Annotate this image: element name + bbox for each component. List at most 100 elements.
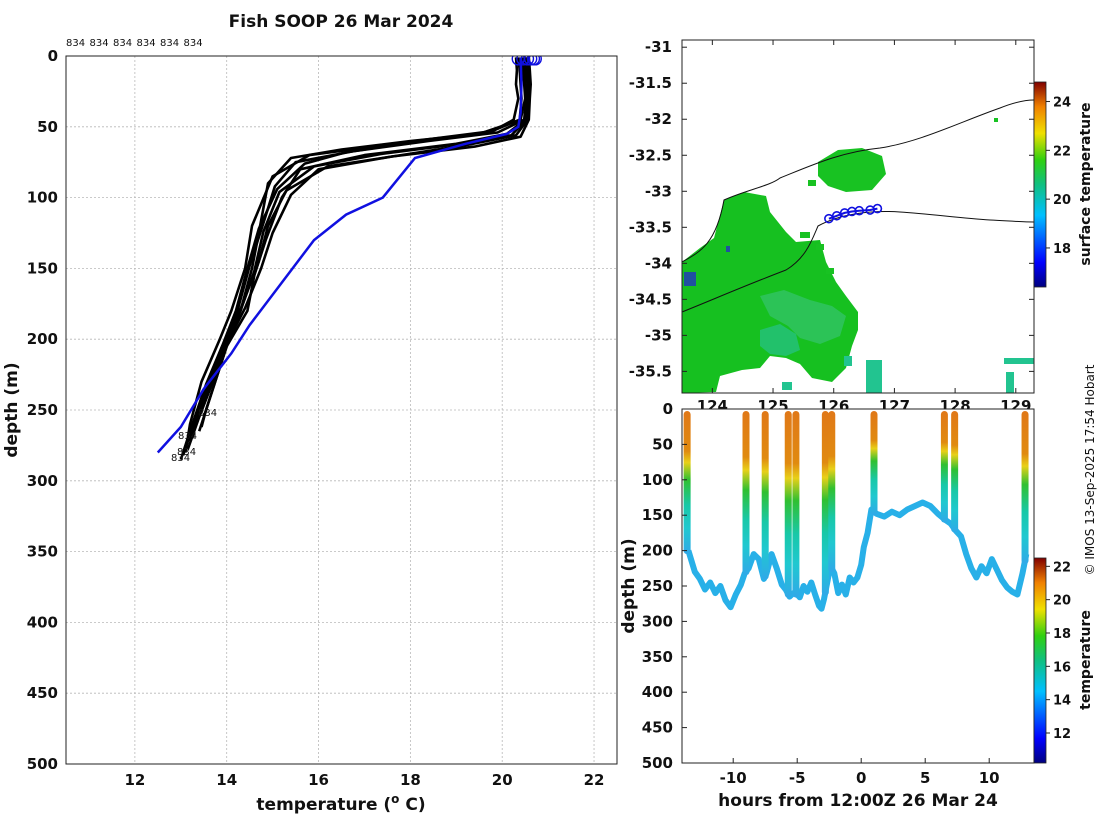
y-tick-label: -32.5 xyxy=(629,146,672,164)
ship-track xyxy=(824,203,883,224)
colorbar-tick-label: 22 xyxy=(1053,144,1071,159)
y-tick-label: 250 xyxy=(642,577,673,595)
end-label: 834 xyxy=(178,431,197,442)
y-tick-label: 500 xyxy=(642,754,673,772)
y-tick-label: 150 xyxy=(27,259,58,277)
cast-bar xyxy=(951,411,959,533)
y-tick-label: -33.5 xyxy=(629,218,672,236)
surface-marker xyxy=(528,56,542,66)
y-tick-label: 400 xyxy=(27,613,58,631)
x-tick-label: -10 xyxy=(720,769,747,787)
x-axis-ticks: -10 -5 0 5 10 xyxy=(720,758,1000,787)
mean-profile-line xyxy=(156,57,523,454)
profile-id-label: 834 xyxy=(113,38,132,49)
ship-track-point xyxy=(854,205,865,216)
y-tick-label: -31.5 xyxy=(629,74,672,92)
profile-id-label: 834 xyxy=(66,38,85,49)
colorbar-tick-label: 16 xyxy=(1053,660,1071,675)
surface-markers xyxy=(511,56,542,66)
cast-bar xyxy=(792,411,800,598)
profile-id-label: 834 xyxy=(90,38,109,49)
y-tick-label: -34 xyxy=(645,254,672,272)
end-label: 834 xyxy=(198,408,217,419)
x-tick-label: 18 xyxy=(400,771,421,789)
ship-track-line xyxy=(828,207,878,220)
colorbar-label: surface temperature xyxy=(1078,102,1094,265)
profile-line xyxy=(186,57,532,451)
surface-temperature-map: -31 -31.5 -32 -32.5 -33 -33.5 -34 -34.5 -35 -35.5… xyxy=(629,38,1094,415)
colorbar-ticks: 12 14 16 18 20 22 xyxy=(1046,560,1071,742)
y-tick-label: 50 xyxy=(652,435,673,453)
cast-bar xyxy=(828,411,836,573)
y-tick-label: 0 xyxy=(48,47,58,65)
x-tick-label: 5 xyxy=(920,769,930,787)
y-tick-label: -35 xyxy=(645,326,672,344)
colorbar-tick-label: 22 xyxy=(1053,560,1071,575)
profile-id-labels: 834 834 834 834 834 834 xyxy=(66,38,203,49)
y-axis-ticks: -31 -31.5 -32 -32.5 -33 -33.5 -34 -34.5 -35 -35.5 xyxy=(629,38,1034,380)
y-tick-label: 300 xyxy=(642,612,673,630)
y-tick-label: 0 xyxy=(663,400,673,418)
cast-bar xyxy=(761,411,769,580)
y-axis-ticks: 0 50 100 150 200 250 300 350 400 450 500 xyxy=(27,47,58,773)
y-tick-label: 350 xyxy=(642,648,673,666)
cast-bar xyxy=(821,411,829,596)
temperature-depth-profile-chart: Fish SOOP 26 Mar 2024 0 50 100 150 200 250 300… xyxy=(2,12,618,815)
temperature-section-chart: 0 50 100 150 200 250 300 350 400 450 500 -10 -5 0 5 10… xyxy=(619,400,1094,811)
y-tick-label: 50 xyxy=(37,118,58,136)
y-tick-label: 200 xyxy=(27,330,58,348)
profile-line xyxy=(179,57,523,461)
end-label: 834 xyxy=(177,447,196,458)
colorbar-ticks: 18 20 22 24 xyxy=(1046,96,1071,257)
y-tick-label: 150 xyxy=(642,506,673,524)
y-tick-label: 100 xyxy=(642,471,673,489)
x-tick-label: 14 xyxy=(216,771,237,789)
y-tick-label: 250 xyxy=(27,401,58,419)
colorbar-tick-label: 12 xyxy=(1053,727,1071,742)
y-axis-ticks: 0 50 100 150 200 250 300 350 400 450 500 xyxy=(642,400,687,772)
coastline xyxy=(682,99,1034,263)
profile-line xyxy=(188,57,531,442)
colorbar xyxy=(1033,557,1047,764)
x-tick-label: 16 xyxy=(308,771,329,789)
y-tick-label: -31 xyxy=(645,38,672,56)
profile-line xyxy=(191,57,527,439)
y-tick-label: -34.5 xyxy=(629,290,672,308)
profile-line xyxy=(181,57,528,456)
colorbar-tick-label: 20 xyxy=(1053,594,1071,609)
profile-id-label: 834 xyxy=(160,38,179,49)
colorbar-tick-label: 14 xyxy=(1053,694,1071,709)
map-area xyxy=(682,40,1034,393)
x-tick-label: 22 xyxy=(584,771,605,789)
colorbar xyxy=(1033,81,1047,288)
section-casts xyxy=(683,411,1029,598)
profile-line xyxy=(200,57,533,428)
x-axis-label: temperature (o C) xyxy=(256,792,425,815)
x-tick-label: 10 xyxy=(979,769,1000,787)
profile-end-labels: 834 834 834 834 xyxy=(171,408,217,464)
colorbar-tick-label: 18 xyxy=(1053,627,1071,642)
cast-bar xyxy=(1021,411,1029,565)
profile-lines xyxy=(179,57,533,461)
y-tick-label: 100 xyxy=(27,189,58,207)
cast-bar xyxy=(742,411,750,576)
colorbar-tick-label: 24 xyxy=(1053,96,1071,111)
cast-bar xyxy=(683,411,691,555)
chart-title: Fish SOOP 26 Mar 2024 xyxy=(229,12,454,32)
ship-track-point xyxy=(831,210,842,221)
y-axis-label: depth (m) xyxy=(619,538,639,633)
x-axis-label: hours from 12:00Z 26 Mar 24 xyxy=(718,791,998,811)
y-tick-label: -35.5 xyxy=(629,362,672,380)
y-tick-label: 300 xyxy=(27,472,58,490)
ship-track-point xyxy=(872,203,883,214)
cast-bar xyxy=(870,411,878,516)
profile-id-label: 834 xyxy=(184,38,203,49)
sst-field xyxy=(682,118,1034,393)
credit-text: © IMOS 13-Sep-2025 17:54 Hobart xyxy=(1083,364,1097,575)
profile-line xyxy=(184,57,520,453)
surface-marker xyxy=(520,56,535,66)
y-axis-label: depth (m) xyxy=(2,362,22,457)
y-tick-label: 450 xyxy=(27,684,58,702)
x-tick-label: 20 xyxy=(492,771,513,789)
colorbar-tick-label: 20 xyxy=(1053,193,1071,208)
